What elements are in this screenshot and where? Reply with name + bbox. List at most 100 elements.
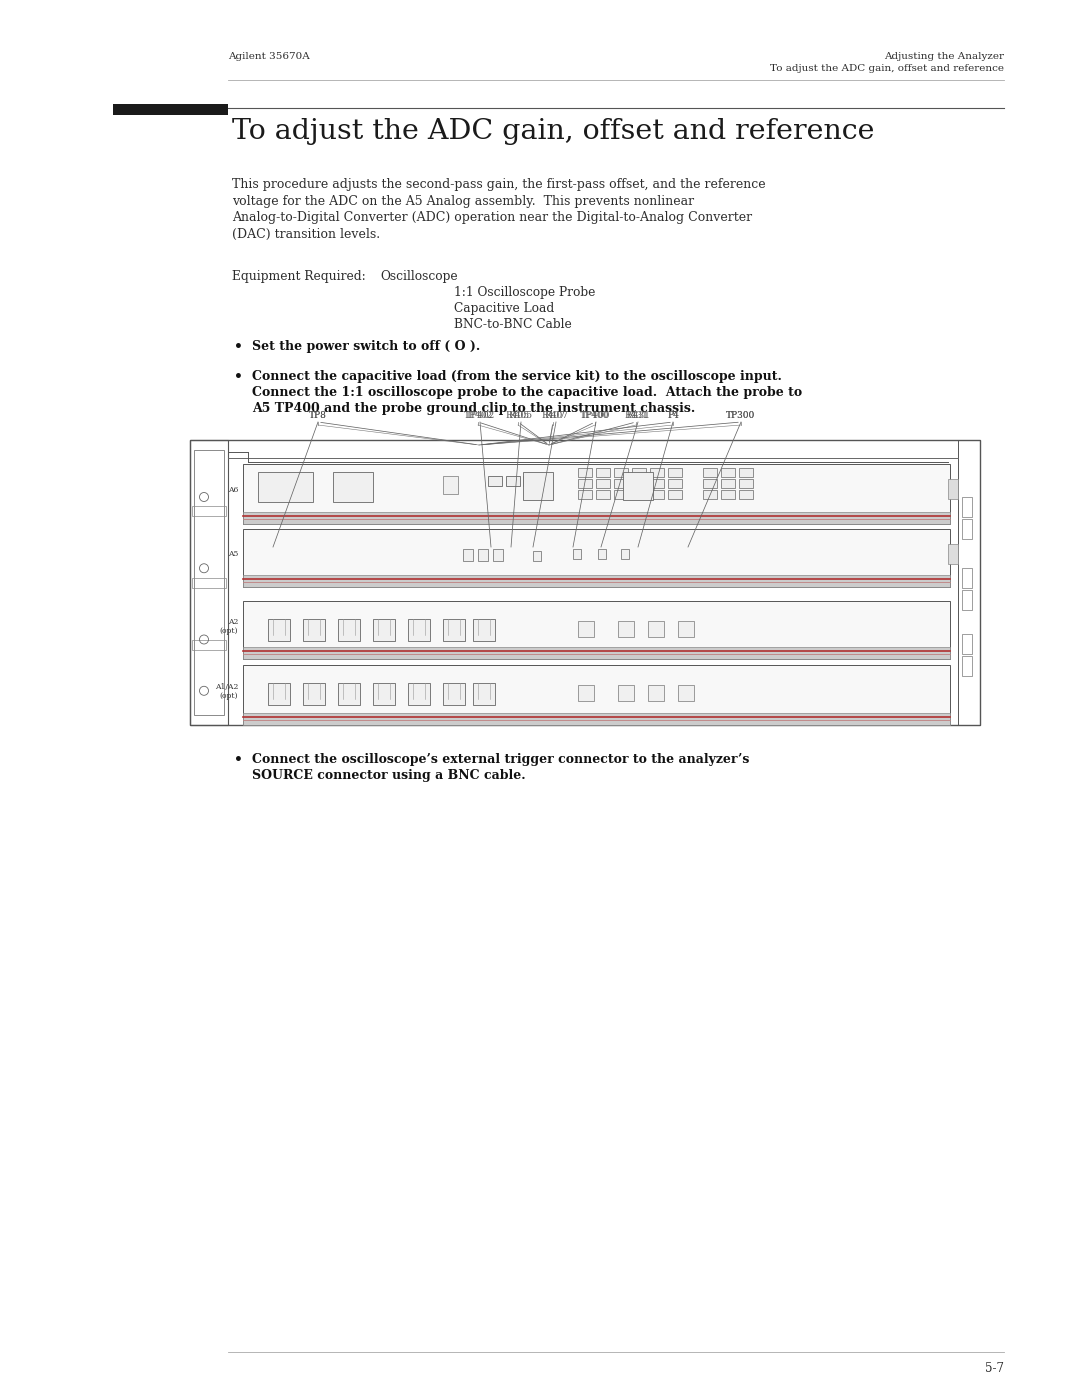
Bar xyxy=(669,490,681,499)
Bar xyxy=(303,619,325,641)
Bar xyxy=(596,468,610,476)
Bar xyxy=(473,683,495,705)
Bar xyxy=(243,665,950,725)
Text: R405: R405 xyxy=(509,411,534,420)
Bar xyxy=(739,479,753,488)
Bar xyxy=(958,440,980,725)
Bar xyxy=(650,479,664,488)
Bar xyxy=(243,529,950,587)
Text: Connect the capacitive load (from the service kit) to the oscilloscope input.: Connect the capacitive load (from the se… xyxy=(252,370,782,383)
Text: To adjust the ADC gain, offset and reference: To adjust the ADC gain, offset and refer… xyxy=(770,64,1004,73)
Text: A6: A6 xyxy=(228,486,238,495)
Bar xyxy=(962,655,972,676)
Bar xyxy=(632,479,646,488)
Bar xyxy=(534,550,541,562)
Text: TP300: TP300 xyxy=(727,411,756,420)
Bar xyxy=(615,479,627,488)
Text: R431: R431 xyxy=(624,411,648,420)
Bar xyxy=(962,520,972,539)
Text: TP402: TP402 xyxy=(463,411,492,420)
Text: 5-7: 5-7 xyxy=(985,1362,1004,1375)
Bar xyxy=(243,511,950,524)
Bar xyxy=(478,549,488,562)
Bar xyxy=(488,476,502,486)
Bar xyxy=(338,619,360,641)
Bar xyxy=(648,622,664,637)
Bar xyxy=(962,634,972,654)
Bar xyxy=(632,490,646,499)
Bar xyxy=(408,619,430,641)
Text: P4: P4 xyxy=(667,411,679,420)
Text: A5: A5 xyxy=(228,550,238,557)
Text: Connect the 1:1 oscilloscope probe to the capacitive load.  Attach the probe to: Connect the 1:1 oscilloscope probe to th… xyxy=(252,386,802,400)
Text: R431: R431 xyxy=(626,411,650,420)
Bar xyxy=(258,472,313,502)
Bar xyxy=(192,640,226,650)
Bar xyxy=(333,472,373,502)
Text: R407: R407 xyxy=(544,411,568,420)
Bar xyxy=(618,685,634,701)
Text: Connect the oscilloscope’s external trigger connector to the analyzer’s: Connect the oscilloscope’s external trig… xyxy=(252,753,750,766)
Bar xyxy=(190,440,228,725)
Bar xyxy=(678,685,694,701)
Bar xyxy=(443,619,465,641)
Bar xyxy=(338,683,360,705)
Text: A5 TP400 and the probe ground clip to the instrument chassis.: A5 TP400 and the probe ground clip to th… xyxy=(252,402,696,415)
Text: Set the power switch to off ( O ).: Set the power switch to off ( O ). xyxy=(252,339,481,353)
Text: TP8: TP8 xyxy=(309,411,327,420)
Bar xyxy=(615,490,627,499)
Bar xyxy=(739,490,753,499)
Bar xyxy=(578,468,592,476)
Bar xyxy=(669,479,681,488)
Bar xyxy=(473,619,495,641)
Bar xyxy=(463,549,473,562)
Bar xyxy=(596,490,610,499)
Bar xyxy=(507,476,519,486)
Bar xyxy=(669,468,681,476)
Text: Agilent 35670A: Agilent 35670A xyxy=(228,52,310,61)
Bar xyxy=(703,490,717,499)
Text: TP400: TP400 xyxy=(581,411,610,420)
Bar xyxy=(573,549,581,559)
Text: To adjust the ADC gain, offset and reference: To adjust the ADC gain, offset and refer… xyxy=(232,117,875,145)
Bar xyxy=(618,622,634,637)
Bar xyxy=(703,479,717,488)
Bar xyxy=(578,479,592,488)
Text: A2
(opt): A2 (opt) xyxy=(219,617,238,636)
Bar xyxy=(303,683,325,705)
Text: •: • xyxy=(234,753,243,767)
Bar xyxy=(721,490,735,499)
Bar xyxy=(598,549,606,559)
Bar xyxy=(578,622,594,637)
Bar xyxy=(243,464,950,524)
Text: This procedure adjusts the second-pass gain, the first-pass offset, and the refe: This procedure adjusts the second-pass g… xyxy=(232,177,766,191)
Text: TP400: TP400 xyxy=(580,411,610,420)
Bar xyxy=(615,468,627,476)
Text: P4: P4 xyxy=(667,411,679,420)
Bar xyxy=(523,476,537,486)
Text: Capacitive Load: Capacitive Load xyxy=(454,302,554,314)
Bar xyxy=(721,468,735,476)
Bar xyxy=(492,549,503,562)
Bar xyxy=(962,497,972,517)
Text: •: • xyxy=(234,339,243,353)
Text: (DAC) transition levels.: (DAC) transition levels. xyxy=(232,228,380,240)
Bar xyxy=(268,683,291,705)
Bar xyxy=(703,468,717,476)
Text: Analog-to-Digital Converter (ADC) operation near the Digital-to-Analog Converter: Analog-to-Digital Converter (ADC) operat… xyxy=(232,211,752,224)
Text: 1:1 Oscilloscope Probe: 1:1 Oscilloscope Probe xyxy=(454,286,595,299)
Bar xyxy=(113,103,228,115)
Bar xyxy=(243,647,950,659)
Bar xyxy=(650,468,664,476)
Bar xyxy=(192,506,226,517)
Bar xyxy=(578,490,592,499)
Bar xyxy=(948,479,958,499)
Text: Equipment Required:: Equipment Required: xyxy=(232,270,366,284)
Bar xyxy=(373,683,395,705)
Text: A1/A2
(opt): A1/A2 (opt) xyxy=(215,683,238,700)
Bar xyxy=(739,468,753,476)
Bar xyxy=(408,683,430,705)
Text: R405: R405 xyxy=(505,411,530,420)
Bar xyxy=(648,685,664,701)
Bar xyxy=(621,549,629,559)
